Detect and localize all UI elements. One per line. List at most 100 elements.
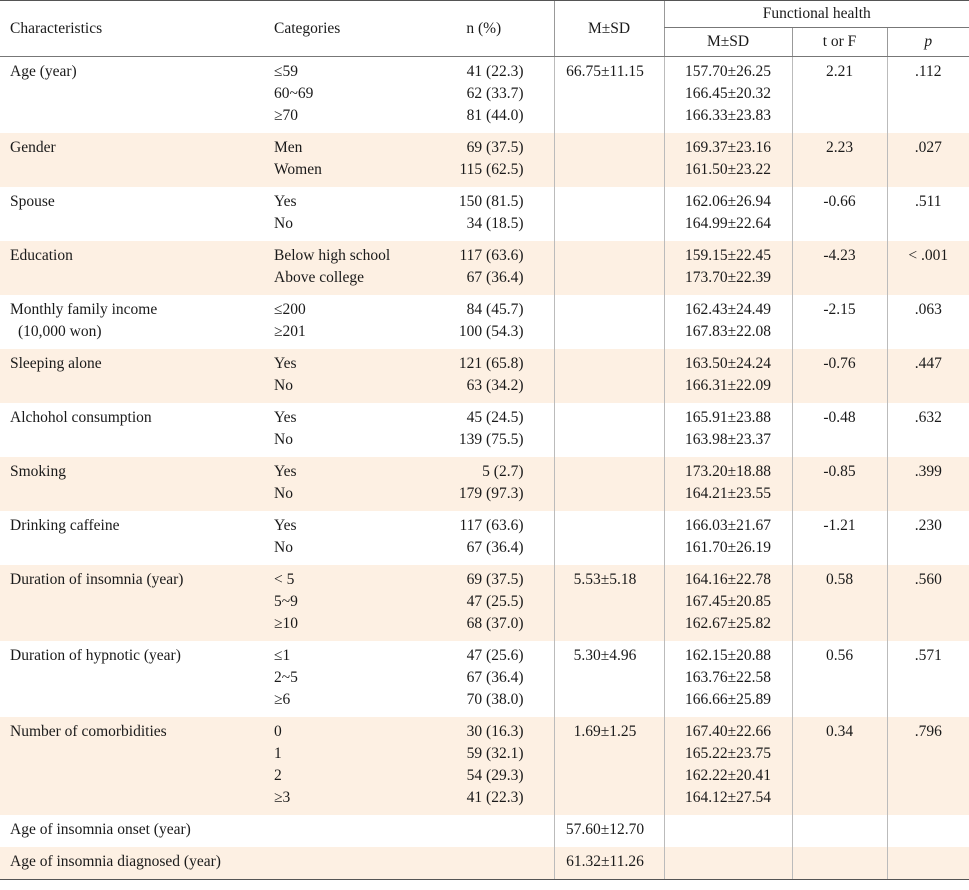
categories-cell: ≤1 2~5 ≥6	[264, 641, 414, 717]
p-value-cell: .027	[886, 133, 969, 187]
categories-cell	[264, 815, 414, 847]
header-characteristics: Characteristics	[0, 0, 264, 57]
category-label: No	[274, 485, 293, 502]
characteristic-label: Duration of hypnotic (year)	[10, 647, 181, 664]
table-row: Alchohol consumption Yes No 45 (24.5) 139 (7…	[0, 403, 969, 457]
characteristic-label: Sleeping alone	[10, 355, 102, 372]
n-pct-cell: 69 (37.5) 47 (25.5) 68 (37.0)	[414, 565, 554, 641]
n-pct-value: 59 (32.1)	[466, 745, 524, 762]
n-pct-value: 115 (62.5)	[459, 161, 524, 178]
characteristic-label: Number of comorbidities	[10, 723, 167, 740]
n-pct-value: 41 (22.3)	[466, 63, 524, 80]
m-sd-value: 61.32±11.26	[566, 853, 644, 870]
characteristic-cell: Gender	[0, 133, 264, 187]
n-pct-value: 69 (37.5)	[466, 571, 524, 588]
n-pct-value: 47 (25.5)	[466, 593, 524, 610]
characteristic-cell: Duration of insomnia (year)	[0, 565, 264, 641]
fh-m-sd-value: 167.40±22.66	[684, 723, 771, 740]
fh-m-sd-cell: 164.16±22.78 167.45±20.85 162.67±25.82	[663, 565, 792, 641]
n-pct-value: 117 (63.6)	[459, 247, 524, 264]
category-label: 5~9	[274, 593, 298, 610]
m-sd-cell	[553, 511, 664, 565]
n-pct-cell: 117 (63.6) 67 (36.4)	[414, 241, 554, 295]
p-value-cell: .632	[886, 403, 969, 457]
category-label: 0	[274, 723, 282, 740]
n-pct-value: 41 (22.3)	[466, 789, 524, 806]
t-or-f-cell: 0.34	[791, 717, 887, 815]
category-label: No	[274, 377, 293, 394]
p-value: .112	[914, 63, 942, 80]
characteristic-label: Drinking caffeine	[10, 517, 120, 534]
p-value: .571	[914, 647, 942, 664]
fh-m-sd-value: 169.37±23.16	[684, 139, 771, 156]
fh-m-sd-value: 162.67±25.82	[684, 615, 771, 632]
p-value: .027	[914, 139, 942, 156]
n-pct-cell: 45 (24.5) 139 (75.5)	[414, 403, 554, 457]
table-body: Age (year) ≤59 60~69 ≥70 41 (22.3) 62 (33.7) 8…	[0, 56, 969, 880]
m-sd-cell: 5.53±5.18	[553, 565, 664, 641]
n-pct-value: 67 (36.4)	[466, 539, 524, 556]
fh-m-sd-cell: 159.15±22.45 173.70±22.39	[663, 241, 792, 295]
m-sd-value: 5.53±5.18	[573, 571, 637, 588]
n-pct-cell: 47 (25.6) 67 (36.4) 70 (38.0)	[414, 641, 554, 717]
characteristic-label: Age of insomnia diagnosed (year)	[10, 853, 221, 870]
m-sd-cell: 61.32±11.26	[553, 847, 664, 880]
n-pct-value: 117 (63.6)	[459, 517, 524, 534]
fh-m-sd-cell: 162.15±20.88 163.76±22.58 166.66±25.89	[663, 641, 792, 717]
n-pct-cell: 117 (63.6) 67 (36.4)	[414, 511, 554, 565]
table-row: Number of comorbidities 0 1 2 ≥3 30 (16.3) 59 …	[0, 717, 969, 815]
m-sd-cell	[553, 349, 664, 403]
m-sd-cell	[553, 187, 664, 241]
characteristic-label: Gender	[10, 139, 56, 156]
table-row: Gender Men Women 69 (37.5) 115 (62.5) 169.37±…	[0, 133, 969, 187]
fh-m-sd-value: 159.15±22.45	[684, 247, 771, 264]
fh-m-sd-value: 165.91±23.88	[684, 409, 771, 426]
p-value: .063	[914, 301, 942, 318]
characteristic-cell: Age (year)	[0, 57, 264, 134]
characteristic-label: Age of insomnia onset (year)	[10, 821, 191, 838]
header-categories: Categories	[264, 0, 414, 57]
t-or-f-cell: 0.58	[791, 565, 887, 641]
category-label: ≤200	[274, 301, 306, 318]
header-t-or-f: t or F	[791, 27, 887, 57]
n-pct-value: 81 (44.0)	[466, 107, 524, 124]
categories-cell: Yes No	[264, 403, 414, 457]
category-label: ≥70	[274, 107, 299, 124]
n-pct-value: 34 (18.5)	[466, 215, 524, 232]
p-value: .511	[914, 193, 942, 210]
p-value-cell	[886, 815, 969, 847]
n-pct-cell	[414, 815, 554, 847]
category-label: Yes	[274, 517, 297, 534]
t-or-f-cell: -1.21	[791, 511, 887, 565]
fh-m-sd-value: 167.45±20.85	[684, 593, 771, 610]
t-or-f-value: 2.21	[825, 63, 854, 80]
characteristic-label: Spouse	[10, 193, 55, 210]
fh-m-sd-cell: 163.50±24.24 166.31±22.09	[663, 349, 792, 403]
category-label: 1	[274, 745, 282, 762]
characteristic-cell: Spouse	[0, 187, 264, 241]
n-pct-value: 150 (81.5)	[458, 193, 524, 210]
p-value: .230	[914, 517, 942, 534]
fh-m-sd-value: 164.21±23.55	[684, 485, 771, 502]
category-label: Yes	[274, 409, 297, 426]
t-or-f-cell	[791, 815, 887, 847]
n-pct-cell: 121 (65.8) 63 (34.2)	[414, 349, 554, 403]
t-or-f-value: 0.34	[825, 723, 854, 740]
characteristic-label: Education	[10, 247, 73, 264]
fh-m-sd-value: 166.45±20.32	[684, 85, 771, 102]
category-label: ≥3	[274, 789, 291, 806]
t-or-f-cell: -4.23	[791, 241, 887, 295]
categories-cell: Yes No	[264, 511, 414, 565]
characteristic-label: Alchohol consumption	[10, 409, 152, 426]
m-sd-value: 1.69±1.25	[573, 723, 637, 740]
m-sd-cell	[553, 457, 664, 511]
characteristic-cell: Alchohol consumption	[0, 403, 264, 457]
fh-m-sd-value: 166.31±22.09	[684, 377, 771, 394]
fh-m-sd-value: 162.22±20.41	[684, 767, 771, 784]
characteristic-cell: Drinking caffeine	[0, 511, 264, 565]
header-p: p	[886, 27, 969, 57]
n-pct-cell	[414, 847, 554, 880]
t-or-f-value: -1.21	[823, 517, 856, 534]
category-label: 60~69	[274, 85, 314, 102]
